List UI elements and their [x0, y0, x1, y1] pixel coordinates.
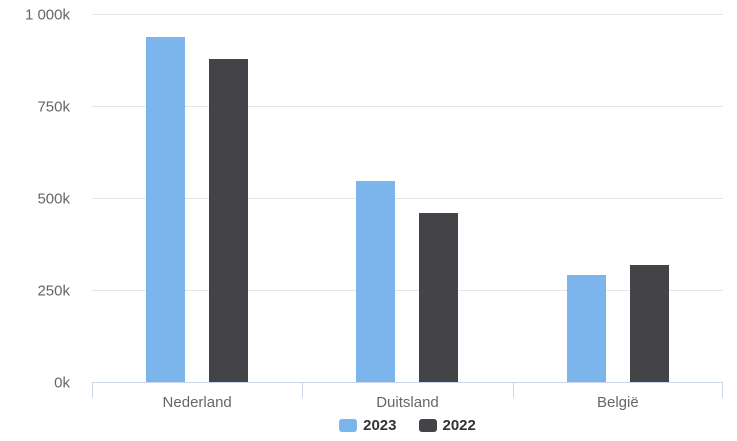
bar-nederland-2023[interactable] [146, 37, 186, 383]
y-axis-labels: 0k 250k 500k 750k 1 000k [0, 7, 70, 392]
x-axis-tick [302, 383, 304, 398]
bar-nederland-2022[interactable] [209, 59, 249, 383]
y-axis-tick-label-750k: 750k [37, 98, 70, 116]
x-axis-label-belgie: België [596, 394, 639, 411]
legend-swatch-2022 [418, 419, 437, 432]
bar-duitsland-2023[interactable] [356, 181, 396, 383]
y-gridline-750k [92, 106, 723, 107]
category-group-belgie [513, 15, 723, 383]
y-gridline-500k [92, 198, 723, 199]
legend-item-2023[interactable]: 2023 [339, 417, 397, 434]
y-axis-tick-label-250k: 250k [37, 282, 70, 300]
x-axis-tick [722, 383, 723, 398]
x-axis-line [92, 382, 723, 383]
legend: 2023 2022 [92, 417, 723, 434]
category-group-nederland [92, 15, 302, 383]
y-axis-tick-label-500k: 500k [37, 190, 70, 208]
bar-groups [92, 15, 723, 383]
x-axis-label-nederland: Nederland [162, 394, 232, 411]
legend-swatch-2023 [339, 419, 358, 432]
category-group-duitsland [302, 15, 512, 383]
y-gridline-1-000k [92, 14, 723, 15]
y-axis-tick-label-1-000k: 1 000k [24, 6, 70, 24]
x-axis-labels: Nederland Duitsland België [92, 394, 723, 411]
legend-label-2022: 2022 [442, 417, 476, 434]
bar-belgie-2022[interactable] [629, 264, 669, 383]
plot-area [92, 14, 723, 398]
bar-duitsland-2022[interactable] [419, 213, 459, 383]
bar-belgie-2023[interactable] [566, 274, 606, 383]
y-axis-tick-label-0k: 0k [54, 374, 70, 392]
legend-item-2022[interactable]: 2022 [418, 417, 476, 434]
x-axis-tick [92, 383, 93, 398]
x-axis-tick [512, 383, 514, 398]
x-axis-label-duitsland: Duitsland [376, 394, 439, 411]
legend-label-2023: 2023 [363, 417, 397, 434]
y-gridline-250k [92, 290, 723, 291]
